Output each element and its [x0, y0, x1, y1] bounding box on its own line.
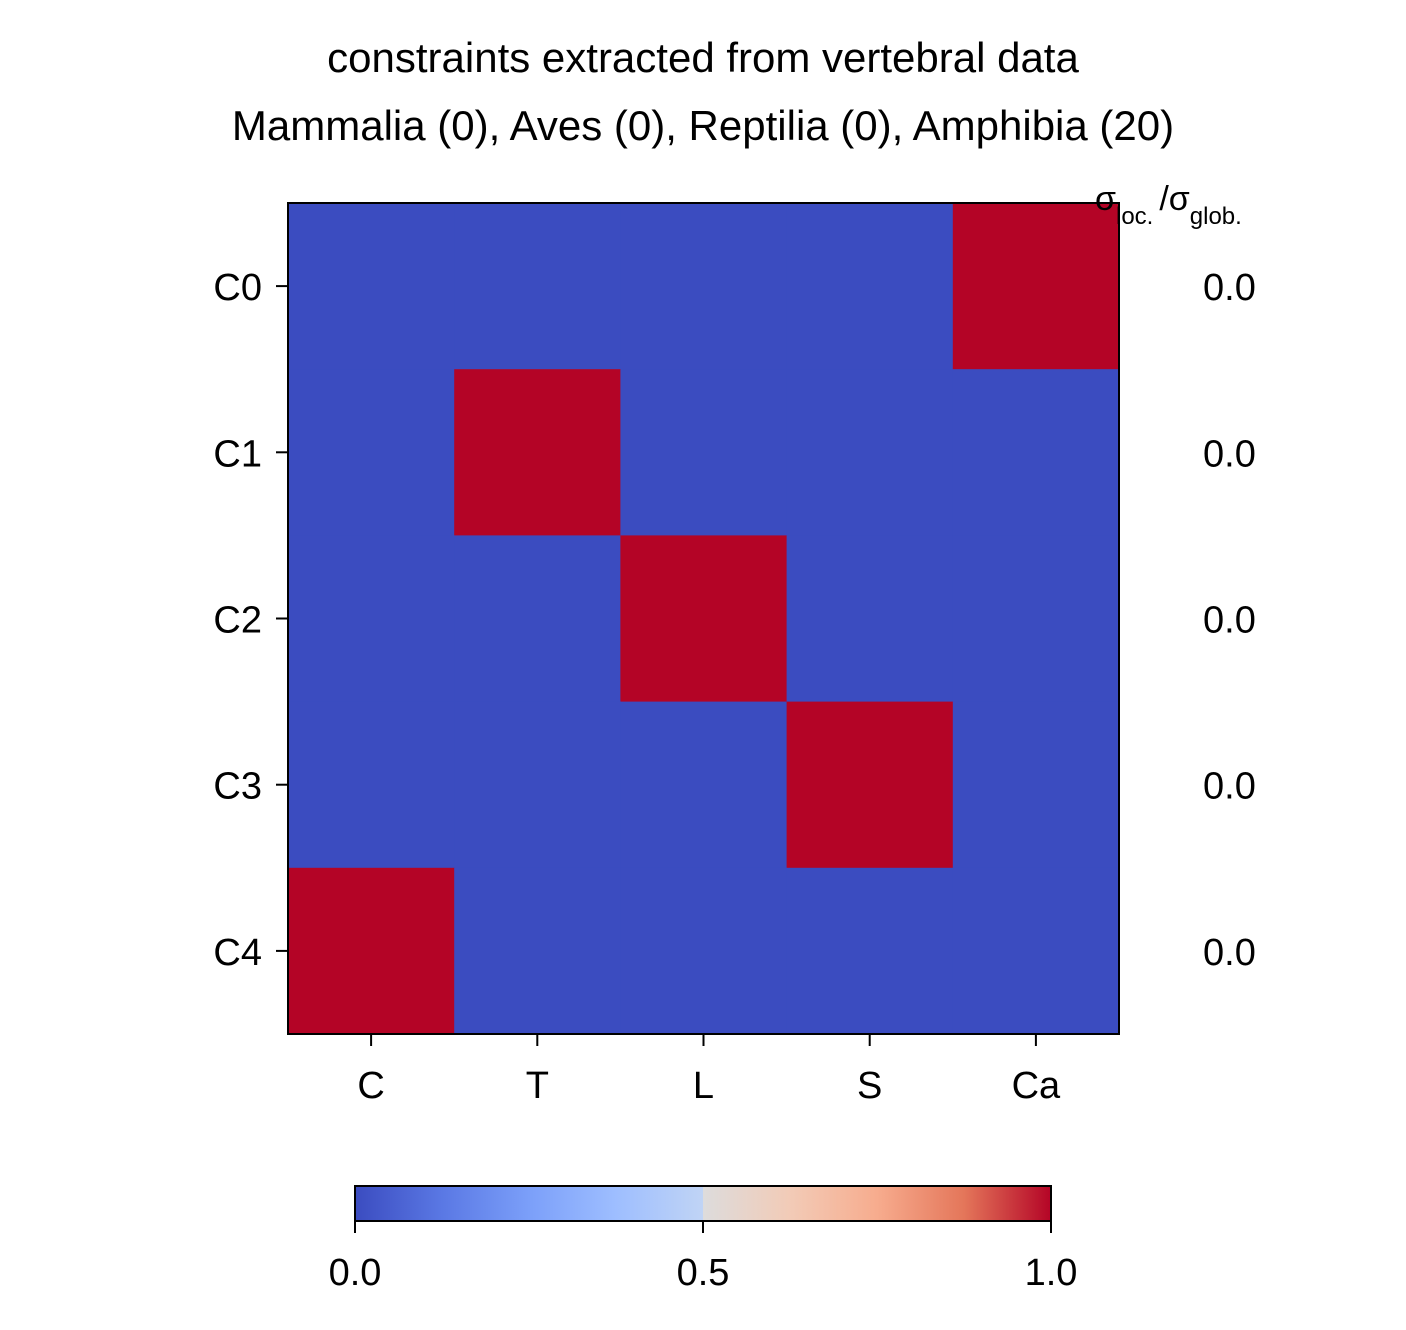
heatmap-cell-C3-C	[288, 701, 455, 869]
heatmap-cell-C2-S	[786, 535, 954, 703]
col-label-S: S	[857, 1065, 882, 1107]
heatmap-cell-C4-S	[786, 867, 954, 1035]
heatmap-cell-C1-C	[288, 369, 455, 536]
sigma-subscript-glob: glob.	[1190, 203, 1242, 230]
col-label-L: L	[693, 1065, 714, 1107]
colorbar-axis: 0.0 0.5 1.0	[329, 1221, 1078, 1294]
side-value-C4: 0.0	[1203, 932, 1256, 974]
heatmap-cell-C1-Ca	[952, 369, 1120, 536]
colorbar-tick-label-0.5: 0.5	[677, 1252, 730, 1294]
ratio-slash: /	[1159, 180, 1169, 218]
col-label-Ca: Ca	[1012, 1065, 1061, 1107]
column-axis: C T L S Ca	[357, 1034, 1061, 1107]
heatmap-cell-C4-T	[454, 867, 621, 1035]
colorbar-tick-label-0.0: 0.0	[329, 1252, 382, 1294]
heatmap-cell-C0-S	[786, 203, 954, 370]
row-label-C0: C0	[213, 267, 262, 309]
side-values: 0.0 0.0 0.0 0.0 0.0	[1203, 267, 1256, 974]
row-axis: C0 C1 C2 C3 C4	[213, 267, 288, 974]
heatmap-cell-C2-Ca	[952, 535, 1120, 703]
heatmap-cell-C4-Ca	[952, 867, 1120, 1035]
side-value-C1: 0.0	[1203, 433, 1256, 475]
sigma-ratio-label: σloc./σglob.	[1095, 180, 1242, 230]
heatmap-cell-C3-L	[620, 701, 788, 869]
row-label-C4: C4	[213, 932, 262, 974]
heatmap-cell-C0-Ca	[952, 203, 1120, 370]
heatmap-cell-C1-S	[786, 369, 954, 536]
heatmap-cells	[288, 203, 1120, 1035]
chart-title-line-2: Mammalia (0), Aves (0), Reptilia (0), Am…	[232, 102, 1174, 149]
sigma-symbol: σ	[1095, 180, 1116, 218]
heatmap-cell-C3-S	[786, 701, 954, 869]
heatmap-cell-C2-L	[620, 535, 788, 703]
heatmap-cell-C3-T	[454, 701, 621, 869]
side-value-C3: 0.0	[1203, 766, 1256, 808]
col-label-C: C	[357, 1065, 384, 1107]
row-label-C2: C2	[213, 600, 262, 642]
chart-title-line-1: constraints extracted from vertebral dat…	[327, 34, 1079, 81]
heatmap-cell-C0-L	[620, 203, 788, 370]
side-value-C0: 0.0	[1203, 267, 1256, 309]
heatmap-cell-C3-Ca	[952, 701, 1120, 869]
side-value-C2: 0.0	[1203, 600, 1256, 642]
sigma-symbol-2: σ	[1169, 180, 1190, 218]
row-label-C1: C1	[213, 433, 262, 475]
heatmap-cell-C2-T	[454, 535, 621, 703]
heatmap-cell-C1-L	[620, 369, 788, 536]
heatmap-cell-C0-C	[288, 203, 455, 370]
row-label-C3: C3	[213, 766, 262, 808]
colorbar-gradient	[354, 1185, 1052, 1222]
heatmap-cell-C1-T	[454, 369, 621, 536]
heatmap-cell-C0-T	[454, 203, 621, 370]
heatmap-cell-C4-L	[620, 867, 788, 1035]
heatmap-cell-C2-C	[288, 535, 455, 703]
heatmap-cell-C4-C	[288, 867, 455, 1035]
sigma-subscript-loc: loc.	[1116, 203, 1153, 230]
col-label-T: T	[526, 1065, 549, 1107]
colorbar-tick-label-1.0: 1.0	[1025, 1252, 1078, 1294]
